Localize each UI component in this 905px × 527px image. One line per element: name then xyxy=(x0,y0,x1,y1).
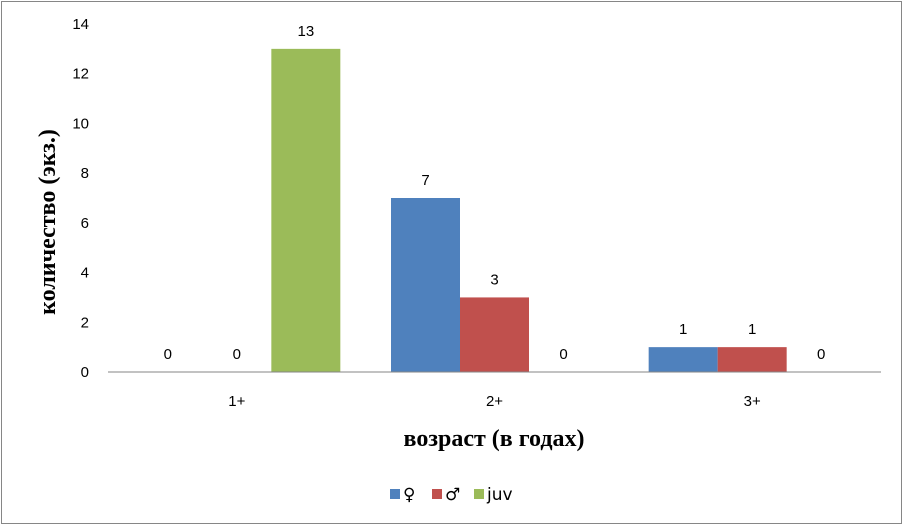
y-tick-label: 14 xyxy=(72,16,89,33)
y-tick-label: 10 xyxy=(72,115,89,132)
data-label: 0 xyxy=(164,346,172,363)
x-axis-title: возраст (в годах) xyxy=(404,426,585,452)
y-tick-label: 2 xyxy=(81,314,89,331)
y-tick-label: 0 xyxy=(81,364,89,381)
data-label: 7 xyxy=(421,172,429,189)
data-label: 0 xyxy=(559,346,567,363)
legend: ♀ ♂ juv xyxy=(390,485,513,505)
bar-3-1+ xyxy=(271,48,341,372)
legend-swatch xyxy=(432,489,442,499)
legend-label: ♀ xyxy=(403,485,415,505)
legend-label: ♂ xyxy=(445,485,460,505)
bar-1-2+ xyxy=(391,198,460,372)
data-label: 0 xyxy=(817,346,825,363)
x-tick-label: 2+ xyxy=(486,393,503,410)
data-label: 13 xyxy=(297,23,314,40)
y-tick-label: 8 xyxy=(81,165,89,182)
data-label: 1 xyxy=(679,321,687,338)
data-label: 3 xyxy=(490,271,498,288)
bar-2-3+ xyxy=(717,347,787,372)
bar-1-3+ xyxy=(648,347,718,372)
x-axis-ticks: 1+ 2+ 3+ xyxy=(228,393,761,410)
legend-label: juv xyxy=(486,485,513,505)
x-tick-label: 1+ xyxy=(228,393,245,410)
legend-swatch xyxy=(390,489,400,499)
bar-2-2+ xyxy=(460,297,529,372)
data-labels: 0 0 13 7 3 0 1 1 0 xyxy=(164,23,826,363)
y-tick-label: 6 xyxy=(81,215,89,232)
y-axis-title: количество (экз.) xyxy=(35,129,61,315)
data-label: 0 xyxy=(233,346,241,363)
bars xyxy=(271,48,787,372)
data-label: 1 xyxy=(748,321,756,338)
legend-swatch xyxy=(474,489,484,499)
y-tick-label: 12 xyxy=(72,66,89,83)
y-axis-ticks: 0 2 4 6 8 10 12 14 xyxy=(72,16,89,381)
x-tick-label: 3+ xyxy=(744,393,761,410)
y-tick-label: 4 xyxy=(81,265,89,282)
